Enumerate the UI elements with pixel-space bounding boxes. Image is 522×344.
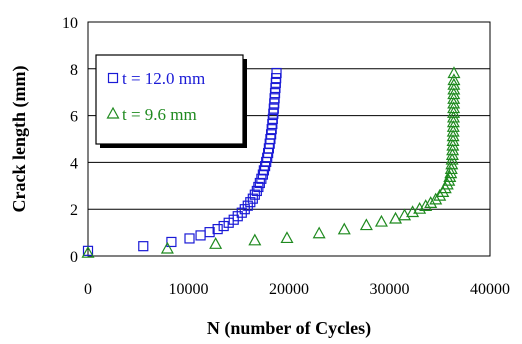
x-tick-label-20000: 20000 bbox=[269, 281, 309, 298]
square-point bbox=[271, 73, 282, 84]
square-point bbox=[249, 189, 260, 200]
legend-label-2: t = 9.6 mm bbox=[122, 105, 197, 124]
x-tick-label-10000: 10000 bbox=[169, 281, 209, 298]
series-1-markers bbox=[82, 67, 282, 256]
square-point bbox=[184, 233, 195, 244]
triangle-point bbox=[444, 166, 458, 179]
triangle-point bbox=[81, 245, 95, 258]
triangle-point bbox=[337, 222, 351, 235]
triangle-point bbox=[209, 237, 223, 249]
triangle-point bbox=[447, 66, 461, 79]
square-point bbox=[195, 230, 206, 241]
triangle-point bbox=[160, 241, 174, 254]
y-tick-label-4: 4 bbox=[70, 155, 78, 172]
square-point bbox=[239, 204, 250, 215]
legend-box bbox=[95, 54, 244, 145]
square-point bbox=[269, 98, 280, 109]
x-axis-ticks: 0 10000 20000 30000 40000 bbox=[84, 281, 510, 298]
triangle-point bbox=[359, 218, 373, 231]
y-axis-title: Crack length (mm) bbox=[9, 66, 30, 213]
triangle-point bbox=[312, 226, 326, 239]
square-point bbox=[269, 88, 281, 99]
legend-marker-1 bbox=[107, 72, 119, 84]
y-tick-label-6: 6 bbox=[70, 109, 78, 126]
legend: t = 12.0 mm t = 9.6 mm bbox=[95, 54, 247, 148]
triangle-point bbox=[413, 201, 427, 214]
triangle-point bbox=[447, 73, 461, 86]
square-point bbox=[268, 108, 279, 119]
x-tick-label-30000: 30000 bbox=[370, 281, 410, 298]
triangle-point bbox=[443, 170, 457, 182]
square-point bbox=[269, 93, 280, 104]
series-2-markers bbox=[81, 66, 461, 258]
square-point bbox=[267, 118, 278, 130]
square-point bbox=[268, 103, 279, 114]
square-point bbox=[212, 223, 223, 235]
square-point bbox=[204, 227, 215, 238]
y-tick-label-0: 0 bbox=[70, 249, 78, 266]
y-tick-label-10: 10 bbox=[62, 15, 78, 32]
triangle-point bbox=[280, 231, 294, 244]
triangle-point bbox=[429, 192, 443, 205]
x-tick-label-0: 0 bbox=[84, 281, 92, 298]
y-tick-label-2: 2 bbox=[70, 202, 78, 219]
square-point bbox=[138, 241, 149, 252]
square-point bbox=[236, 207, 247, 218]
square-point bbox=[267, 113, 278, 124]
square-point bbox=[271, 67, 282, 79]
y-axis-ticks: 0 2 4 6 8 10 bbox=[62, 15, 78, 266]
data-markers bbox=[81, 66, 461, 258]
triangle-point bbox=[419, 199, 433, 211]
triangle-point bbox=[248, 233, 262, 246]
triangle-point bbox=[433, 188, 447, 201]
triangle-point bbox=[374, 214, 388, 227]
triangle-point bbox=[442, 173, 456, 186]
x-axis-title: N (number of Cycles) bbox=[207, 318, 371, 339]
triangle-point bbox=[424, 196, 438, 208]
square-point bbox=[266, 129, 277, 140]
legend-label-1: t = 12.0 mm bbox=[122, 69, 205, 88]
x-tick-label-40000: 40000 bbox=[470, 281, 510, 298]
triangle-point bbox=[389, 211, 403, 224]
square-point bbox=[166, 236, 177, 248]
square-point bbox=[270, 82, 281, 94]
triangle-point bbox=[398, 208, 412, 221]
y-tick-label-8: 8 bbox=[70, 62, 78, 79]
legend-marker-2 bbox=[106, 106, 120, 119]
square-point bbox=[266, 124, 277, 135]
plot-area-frame bbox=[87, 21, 491, 257]
